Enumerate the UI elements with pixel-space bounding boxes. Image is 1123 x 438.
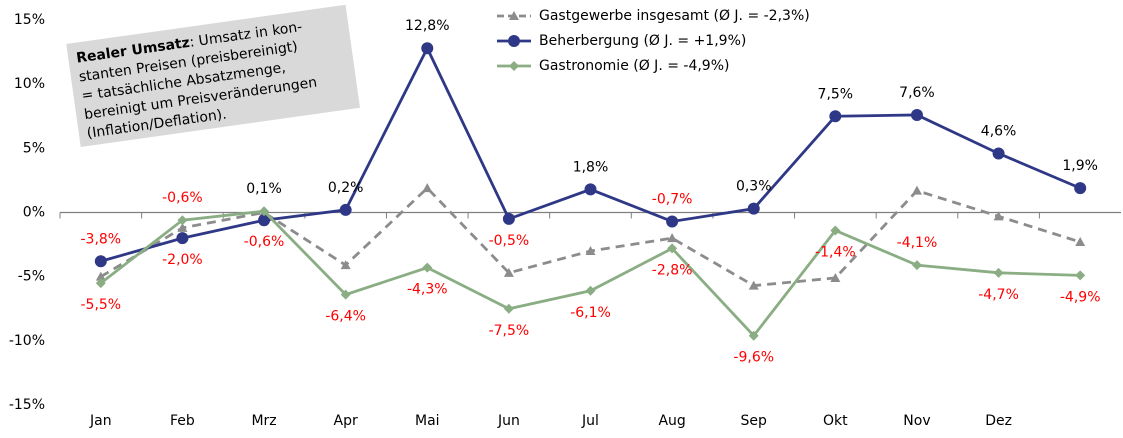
point xyxy=(666,215,679,228)
point xyxy=(177,215,188,226)
annotation: Realer Umsatz: Umsatz in kon- stanten Pr… xyxy=(66,4,360,147)
y-tick-label: 5% xyxy=(23,140,45,156)
point xyxy=(830,272,841,282)
data-label: 0,1% xyxy=(246,181,282,197)
data-label: 7,6% xyxy=(899,85,935,101)
point xyxy=(422,183,433,193)
data-label: 4,6% xyxy=(981,123,1017,139)
point xyxy=(258,214,271,227)
legend-marker xyxy=(508,35,520,47)
point xyxy=(748,330,759,341)
x-tick-label: Jun xyxy=(497,413,520,429)
y-tick-label: -5% xyxy=(18,269,45,285)
x-tick-label: Feb xyxy=(170,413,195,429)
point xyxy=(422,262,433,273)
point xyxy=(748,280,759,290)
legend-label: Gastronomie (Ø J. = -4,9%) xyxy=(539,58,729,74)
y-tick-label: 10% xyxy=(14,76,45,92)
point xyxy=(1075,237,1086,247)
point xyxy=(584,183,597,196)
x-tick-label: Mai xyxy=(415,413,440,429)
legend-marker xyxy=(509,61,519,71)
point xyxy=(94,255,107,268)
y-tick-label: -15% xyxy=(9,397,45,413)
point xyxy=(1075,270,1086,281)
point xyxy=(259,206,270,217)
x-tick-label: Apr xyxy=(334,413,358,429)
point xyxy=(667,243,678,254)
x-tick-label: Mrz xyxy=(251,413,276,429)
data-label: -4,7% xyxy=(978,287,1019,303)
series xyxy=(95,183,1086,290)
point xyxy=(95,278,106,289)
data-label: 7,5% xyxy=(818,86,854,102)
point xyxy=(911,185,922,195)
data-label: -5,5% xyxy=(80,297,121,313)
point xyxy=(340,289,351,300)
data-label: 12,8% xyxy=(405,18,449,34)
point xyxy=(829,110,842,123)
x-tick-label: Okt xyxy=(823,413,848,429)
annotation-text: Realer Umsatz: Umsatz in kon- stanten Pr… xyxy=(75,17,325,141)
point xyxy=(993,211,1004,221)
y-tick-label: -10% xyxy=(9,333,45,349)
series: -3,8% -2,0% -0,6% 0,2% 12,8% -0,5% 1,8% -0,7% 0,… xyxy=(80,18,1097,268)
y-tick-label: 15% xyxy=(14,12,45,28)
data-label: -2,0% xyxy=(162,252,203,268)
data-label: -7,5% xyxy=(489,323,530,339)
point xyxy=(95,271,106,281)
data-label: -0,7% xyxy=(652,191,693,207)
legend-label: Beherbergung (Ø J. = +1,9%) xyxy=(539,33,746,49)
point xyxy=(1074,182,1087,195)
point xyxy=(747,202,760,215)
point xyxy=(911,260,922,271)
series: -5,5% -0,6% 0,1% -6,4% -4,3% -7,5% -6,1% -2,8% -… xyxy=(80,181,1100,365)
point xyxy=(585,285,596,296)
data-label: 0,3% xyxy=(736,179,772,195)
point xyxy=(503,267,514,277)
legend-marker xyxy=(509,11,519,20)
data-label: -9,6% xyxy=(733,350,774,366)
point xyxy=(830,225,841,236)
point xyxy=(340,260,351,270)
point xyxy=(993,267,1004,278)
data-label: 1,9% xyxy=(1062,158,1098,174)
data-label: -4,1% xyxy=(897,235,938,251)
x-tick-label: Nov xyxy=(903,413,930,429)
data-label: -0,6% xyxy=(244,234,285,250)
data-label: -0,5% xyxy=(489,233,530,249)
point xyxy=(339,203,352,216)
point xyxy=(502,212,515,225)
point xyxy=(503,303,514,314)
point xyxy=(667,233,678,243)
data-label: -4,9% xyxy=(1060,289,1101,305)
x-tick-label: Dez xyxy=(985,413,1012,429)
point xyxy=(177,222,188,232)
legend-label: Gastgewerbe insgesamt (Ø J. = -2,3%) xyxy=(539,8,810,24)
x-tick-label: Jan xyxy=(89,413,112,429)
x-tick-label: Jul xyxy=(581,413,599,429)
point xyxy=(910,108,923,121)
data-label: -6,1% xyxy=(570,305,611,321)
data-label: -0,6% xyxy=(162,190,203,206)
x-tick-label: Aug xyxy=(658,413,685,429)
point xyxy=(176,232,189,245)
data-label: -6,4% xyxy=(325,309,366,325)
x-tick-label: Sep xyxy=(741,413,768,429)
data-label: -3,8% xyxy=(80,231,121,247)
data-label: 1,8% xyxy=(573,159,609,175)
data-label: 0,2% xyxy=(328,180,364,196)
point xyxy=(992,147,1005,160)
y-tick-label: 0% xyxy=(23,205,45,221)
data-label: -4,3% xyxy=(407,282,448,298)
point xyxy=(585,246,596,255)
point xyxy=(421,42,434,55)
data-label: -2,8% xyxy=(652,262,693,278)
data-label: -1,4% xyxy=(815,244,856,260)
annotation-box xyxy=(66,4,360,147)
